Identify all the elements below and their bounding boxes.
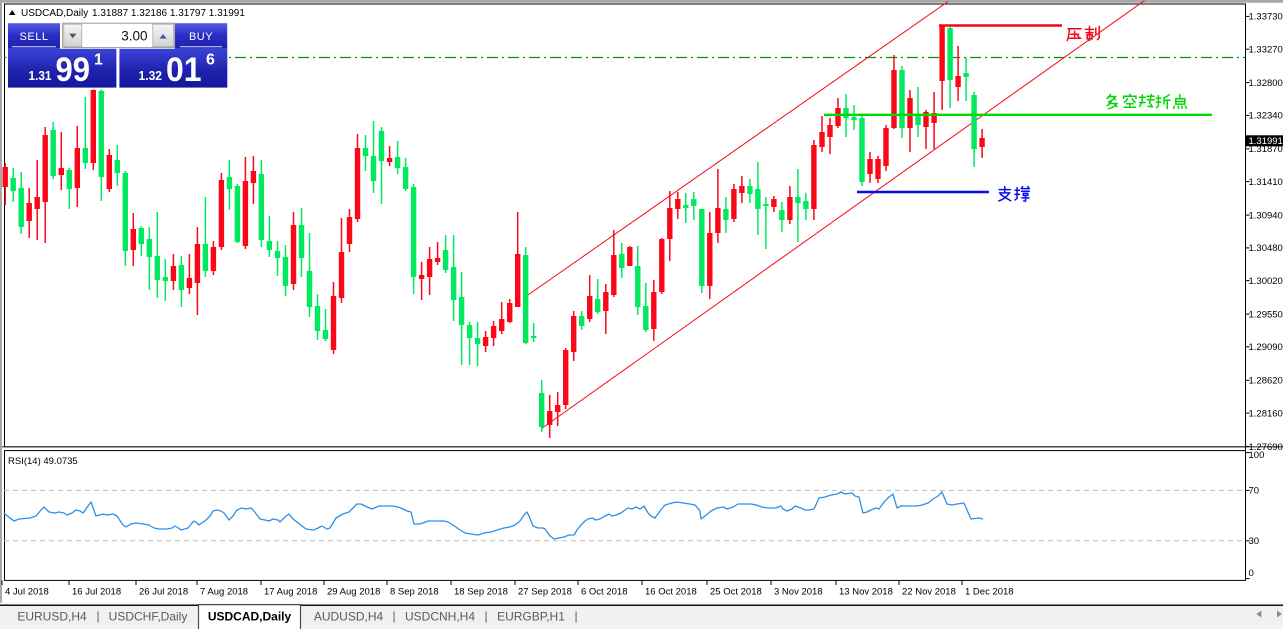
svg-text:70: 70 xyxy=(1249,486,1260,497)
svg-text:16 Oct 2018: 16 Oct 2018 xyxy=(645,587,697,598)
svg-text:1.33270: 1.33270 xyxy=(1249,45,1283,56)
svg-text:26 Jul 2018: 26 Jul 2018 xyxy=(139,587,188,598)
svg-text:100: 100 xyxy=(1249,450,1265,461)
svg-text:7 Aug 2018: 7 Aug 2018 xyxy=(200,587,248,598)
svg-text:|: | xyxy=(96,609,99,623)
svg-text:1.32: 1.32 xyxy=(139,68,163,83)
svg-text:8 Sep 2018: 8 Sep 2018 xyxy=(390,587,439,598)
svg-text:29 Aug 2018: 29 Aug 2018 xyxy=(327,587,380,598)
svg-text:1.30480: 1.30480 xyxy=(1249,243,1283,254)
svg-text:1.29550: 1.29550 xyxy=(1249,309,1283,320)
svg-text:6: 6 xyxy=(206,52,215,69)
svg-text:99: 99 xyxy=(56,51,91,89)
svg-text:6 Oct 2018: 6 Oct 2018 xyxy=(581,587,627,598)
svg-text:USDCHF,Daily: USDCHF,Daily xyxy=(109,610,188,624)
svg-text:1.31991: 1.31991 xyxy=(1249,136,1283,147)
svg-text:18 Sep 2018: 18 Sep 2018 xyxy=(454,587,508,598)
svg-text:0: 0 xyxy=(1249,568,1254,579)
svg-text:4 Jul 2018: 4 Jul 2018 xyxy=(5,587,49,598)
svg-text:EURUSD,H4: EURUSD,H4 xyxy=(17,610,87,624)
svg-text:16 Jul 2018: 16 Jul 2018 xyxy=(72,587,121,598)
svg-text:EURGBP,H1: EURGBP,H1 xyxy=(497,610,565,624)
svg-text:1.30020: 1.30020 xyxy=(1249,276,1283,287)
svg-text:1.32800: 1.32800 xyxy=(1249,78,1283,89)
svg-text:1.27690: 1.27690 xyxy=(1249,442,1283,453)
svg-text:22 Nov 2018: 22 Nov 2018 xyxy=(902,587,956,598)
svg-text:1.31410: 1.31410 xyxy=(1249,177,1283,188)
svg-text:30: 30 xyxy=(1249,536,1260,547)
svg-text:01: 01 xyxy=(166,51,202,89)
svg-text:|: | xyxy=(574,609,577,623)
svg-text:USDCAD,Daily: USDCAD,Daily xyxy=(208,610,292,624)
svg-text:1.31: 1.31 xyxy=(29,68,52,83)
svg-text:USDCNH,H4: USDCNH,H4 xyxy=(405,610,475,624)
svg-text:RSI(14) 49.0735: RSI(14) 49.0735 xyxy=(8,456,78,467)
svg-text:1.31887 1.32186 1.31797 1.3199: 1.31887 1.32186 1.31797 1.31991 xyxy=(92,8,245,19)
svg-text:1 Dec 2018: 1 Dec 2018 xyxy=(965,587,1014,598)
svg-text:1: 1 xyxy=(94,52,103,69)
svg-text:SELL: SELL xyxy=(20,31,49,43)
svg-text:1.28160: 1.28160 xyxy=(1249,408,1283,419)
svg-text:17 Aug 2018: 17 Aug 2018 xyxy=(264,587,317,598)
svg-text:AUDUSD,H4: AUDUSD,H4 xyxy=(314,610,384,624)
svg-text:USDCAD,Daily: USDCAD,Daily xyxy=(21,8,88,19)
svg-text:13 Nov 2018: 13 Nov 2018 xyxy=(839,587,893,598)
svg-text:1.31870: 1.31870 xyxy=(1249,144,1283,155)
svg-text:1.28620: 1.28620 xyxy=(1249,376,1283,387)
svg-text:25 Oct 2018: 25 Oct 2018 xyxy=(710,587,762,598)
svg-text:1.33730: 1.33730 xyxy=(1249,12,1283,23)
svg-text:1.29090: 1.29090 xyxy=(1249,342,1283,353)
svg-text:|: | xyxy=(484,609,487,623)
svg-text:BUY: BUY xyxy=(189,31,213,43)
svg-text:|: | xyxy=(392,609,395,623)
svg-text:1.32340: 1.32340 xyxy=(1249,111,1283,122)
svg-text:27 Sep 2018: 27 Sep 2018 xyxy=(518,587,572,598)
svg-text:3.00: 3.00 xyxy=(121,29,147,44)
svg-text:3 Nov 2018: 3 Nov 2018 xyxy=(774,587,823,598)
svg-text:1.30940: 1.30940 xyxy=(1249,210,1283,221)
